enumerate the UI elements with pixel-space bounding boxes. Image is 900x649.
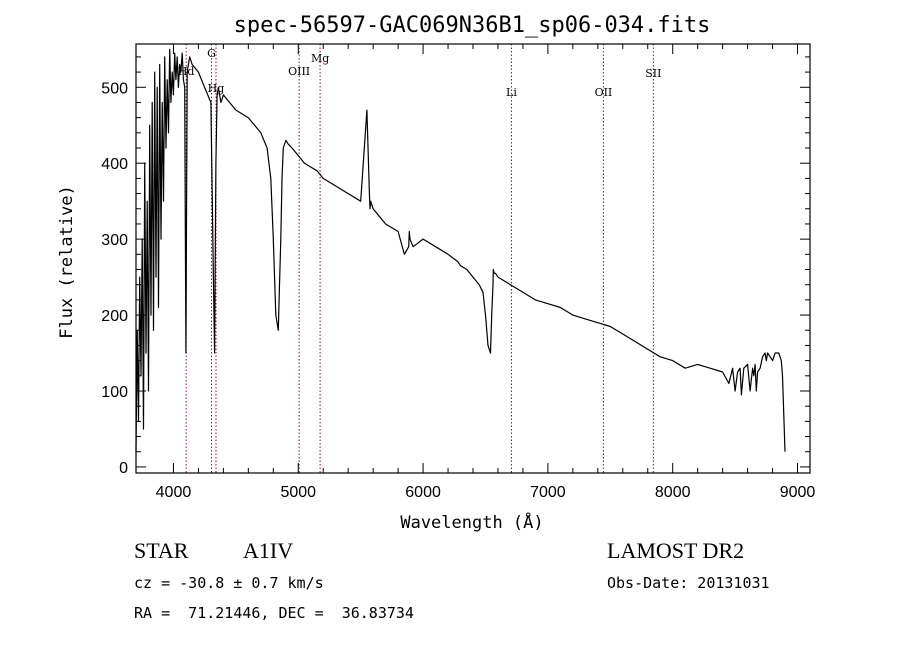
x-axis: 4000 5000 6000 7000 8000 9000 xyxy=(156,44,816,501)
x-tick-label: 4000 xyxy=(156,484,192,501)
line-marker-label: OII xyxy=(595,86,613,99)
line-marker-label: G xyxy=(207,47,216,60)
spectrum-line xyxy=(135,48,786,452)
x-tick-label: 8000 xyxy=(655,484,691,501)
x-tick-label: 6000 xyxy=(405,484,441,501)
observation-date: Obs-Date: 20131031 xyxy=(607,574,770,592)
x-axis-title: Wavelength (Å) xyxy=(400,511,543,533)
y-tick-label: 500 xyxy=(101,80,128,97)
object-class: STAR xyxy=(134,538,189,563)
survey-name: LAMOST DR2 xyxy=(607,538,745,563)
x-tick-label: 7000 xyxy=(530,484,566,501)
line-marker-label: Li xyxy=(506,86,517,99)
redshift-readout: cz = -30.8 ± 0.7 km/s xyxy=(134,574,324,592)
line-marker-label: Hd xyxy=(178,65,195,78)
spectral-line-markers xyxy=(185,44,654,473)
line-marker-label: SII xyxy=(645,67,661,80)
y-tick-label: 100 xyxy=(101,384,128,401)
x-tick-label: 5000 xyxy=(280,484,316,501)
spectral-subclass: A1IV xyxy=(243,538,294,563)
y-tick-label: 300 xyxy=(101,232,128,249)
y-tick-label: 400 xyxy=(101,156,128,173)
chart-title: spec-56597-GAC069N36B1_sp06-034.fits xyxy=(234,13,711,38)
y-axis: 0 100 200 300 400 500 xyxy=(101,56,810,477)
x-tick-label: 9000 xyxy=(780,484,816,501)
line-marker-label: Mg xyxy=(311,52,329,65)
y-axis-title: Flux (relative) xyxy=(57,185,77,339)
y-tick-label: 0 xyxy=(119,460,128,477)
sky-coordinates: RA = 71.21446, DEC = 36.83734 xyxy=(134,604,414,622)
line-marker-label: OIII xyxy=(288,65,310,78)
line-marker-label: Hg xyxy=(208,82,225,95)
y-tick-label: 200 xyxy=(101,308,128,325)
plot-frame xyxy=(135,43,811,474)
